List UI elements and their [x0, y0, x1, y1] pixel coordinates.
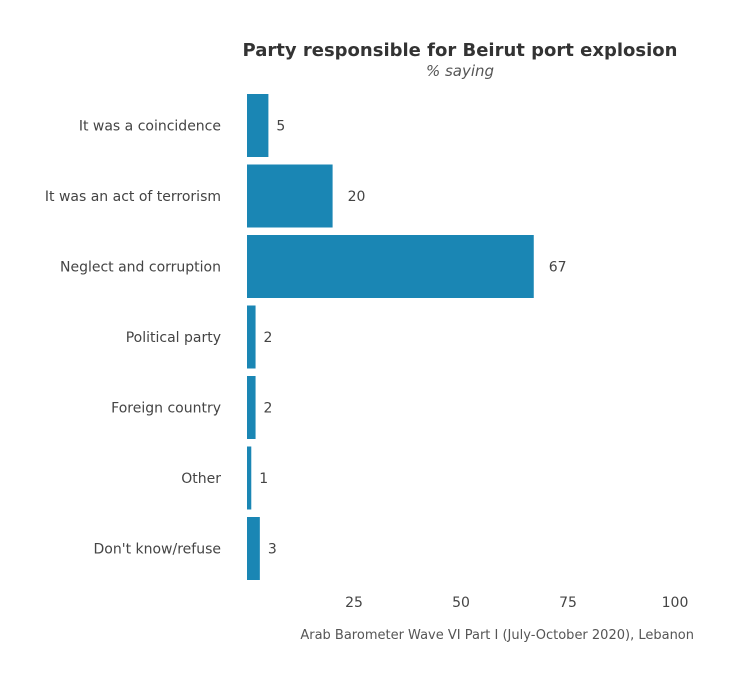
- category-label: It was a coincidence: [79, 119, 221, 135]
- bar: [247, 305, 256, 369]
- x-tick-label: 100: [662, 595, 689, 611]
- value-label: 20: [348, 189, 366, 205]
- category-label: Don't know/refuse: [94, 542, 222, 558]
- bar: [247, 235, 534, 298]
- chart-source: Arab Barometer Wave VI Part I (July-Octo…: [300, 628, 694, 643]
- value-label: 1: [259, 471, 268, 487]
- bar: [247, 446, 252, 510]
- category-label: Foreign country: [111, 401, 221, 417]
- category-label: Political party: [126, 330, 221, 346]
- value-label: 5: [276, 119, 285, 135]
- x-tick-label: 75: [559, 595, 577, 611]
- x-tick-label: 50: [452, 595, 470, 611]
- bar: [247, 517, 260, 580]
- chart-title: Party responsible for Beirut port explos…: [242, 40, 678, 61]
- x-tick-label: 25: [345, 595, 363, 611]
- value-label: 67: [549, 260, 567, 276]
- bar: [247, 94, 269, 157]
- value-label: 3: [268, 542, 277, 558]
- chart-subtitle: % saying: [425, 62, 495, 80]
- category-label: Other: [181, 471, 221, 487]
- category-label: Neglect and corruption: [60, 260, 221, 276]
- value-label: 2: [264, 401, 273, 417]
- bar: [247, 164, 333, 228]
- category-label: It was an act of terrorism: [45, 189, 221, 205]
- bar: [247, 376, 256, 439]
- value-label: 2: [264, 330, 273, 346]
